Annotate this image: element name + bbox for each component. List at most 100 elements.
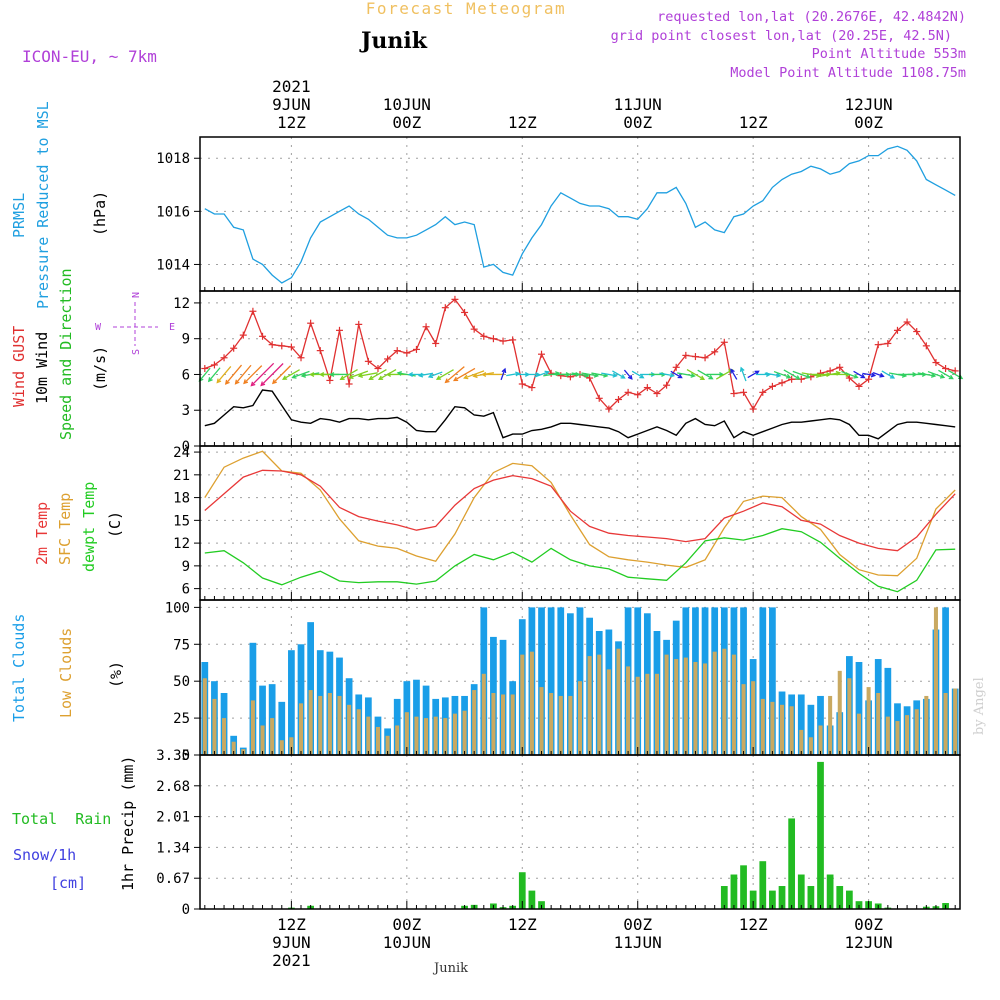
low-cloud-bar [443,718,448,755]
gust-point [403,349,411,357]
y-tick-label: 2.01 [156,810,190,826]
y-tick-label: 0 [182,439,190,455]
top-time-label: 12Z [739,113,768,132]
gust-point [489,335,497,343]
total-cloud-bar [259,685,266,755]
wind-arrow-head [939,373,946,379]
rain-bar [749,890,757,909]
y-tick-label: 18 [173,491,190,507]
total-cloud-bar [288,650,295,755]
wind-arrow-head [719,371,725,377]
gust-point [691,353,699,361]
wind-arrow [792,370,811,379]
rain-bar [730,874,738,909]
wind-arrow-shaft [208,367,221,382]
gust-point [480,332,488,340]
snow-unit-label: [cm] [50,874,86,892]
wind-arrow-head [281,375,288,380]
low-cloud-bar [366,716,371,755]
wind-arrow-head [860,373,866,379]
total-cloud-bar [297,644,305,755]
gust-point [422,323,430,331]
gust-point [355,320,363,328]
top-time-label: 00Z [623,113,652,132]
wind-arrow-shaft [397,372,416,377]
low-cloud-bar [395,725,400,755]
prmsl-label: PRMSL [10,193,28,238]
wind-arrow-shaft [272,365,292,384]
wind-arrow [623,369,633,380]
low-cloud-bar [895,721,900,755]
wind-arrow-head [396,371,402,376]
y-tick-label: 1018 [156,151,190,167]
wind-arrow-shaft [349,370,369,379]
wind-arrow-shaft [571,372,589,377]
rain-bar [826,874,834,909]
low-cloud-bar [943,693,948,755]
wind-arrow-head [427,373,434,379]
low-cloud-bar [751,681,756,755]
wind-arrow [339,369,358,381]
low-cloud-bar [385,735,390,755]
low-cloud-bar [404,712,409,755]
wind-arrow-head [612,372,618,378]
low-cloud-bar [712,651,717,755]
precip-labels: Total Rain Snow/1h [cm] 1hr Precip (mm) [12,756,137,892]
total-cloud-bar [884,667,892,755]
low-cloud-bar [250,700,255,755]
wind-arrow [706,371,725,377]
low-cloud-bar [674,659,679,755]
wind-arrow [677,372,696,378]
wind-arrow [435,369,454,380]
wind-arrow [872,371,885,378]
low-cloud-bar [703,663,708,755]
wind-arrow-shaft [820,372,840,377]
bottom-time-label: 9JUN [272,933,311,952]
wind-arrow-head [948,374,954,380]
gust-point [210,361,218,369]
wind-arrow-head [889,374,896,379]
low-cloud-bar [645,673,650,755]
credit: by Angel [972,677,987,735]
wind-arrow [927,370,946,379]
low-cloud-bar [866,687,871,755]
wind-arrow [670,370,683,379]
compass-east: E [169,322,175,333]
gust-point [461,308,469,316]
rain-bar [846,890,853,909]
panel-frame-0 [199,136,961,292]
gust-point [826,367,834,375]
low-cloud-bar [664,654,669,755]
low-cloud-bar [270,718,275,755]
low-cloud-bar [481,673,486,755]
gust-point [874,341,882,349]
low-cloud-bar [789,706,794,755]
wind-arrow-shaft [358,372,378,377]
wind-arrow [452,367,476,382]
total-cloud-bar [807,704,815,755]
low-cloud-bar [539,687,544,755]
wind-arrow-head [329,371,335,377]
wind-arrow-head [243,379,249,385]
axes-layer: 1014101610180369126912151821240255075100… [156,77,961,970]
rain-bar [528,890,536,909]
wind-arrow [234,364,252,385]
wind-arrow-shaft [783,369,800,380]
wind-arrow-head [348,374,354,380]
low-cloud-bar [924,695,929,755]
gust-point [913,328,921,336]
grid-layer [200,137,960,910]
low-cloud-bar [462,710,467,755]
wind-arrow-head [368,375,374,381]
wind-arrow [739,366,747,382]
wind-arrow [396,371,416,377]
wind-arrow [862,372,877,378]
wind-arrow-head [472,373,478,379]
wind-arrow-head [501,367,507,374]
point-altitude: Point Altitude 553m [812,46,966,62]
low-cloud-bar [693,662,698,755]
low-cloud-bar [597,654,602,755]
bottom-time-label: 11JUN [614,933,662,952]
bottom-time-label: 12JUN [845,933,893,952]
precip-unit: 1hr Precip (mm) [119,756,137,891]
